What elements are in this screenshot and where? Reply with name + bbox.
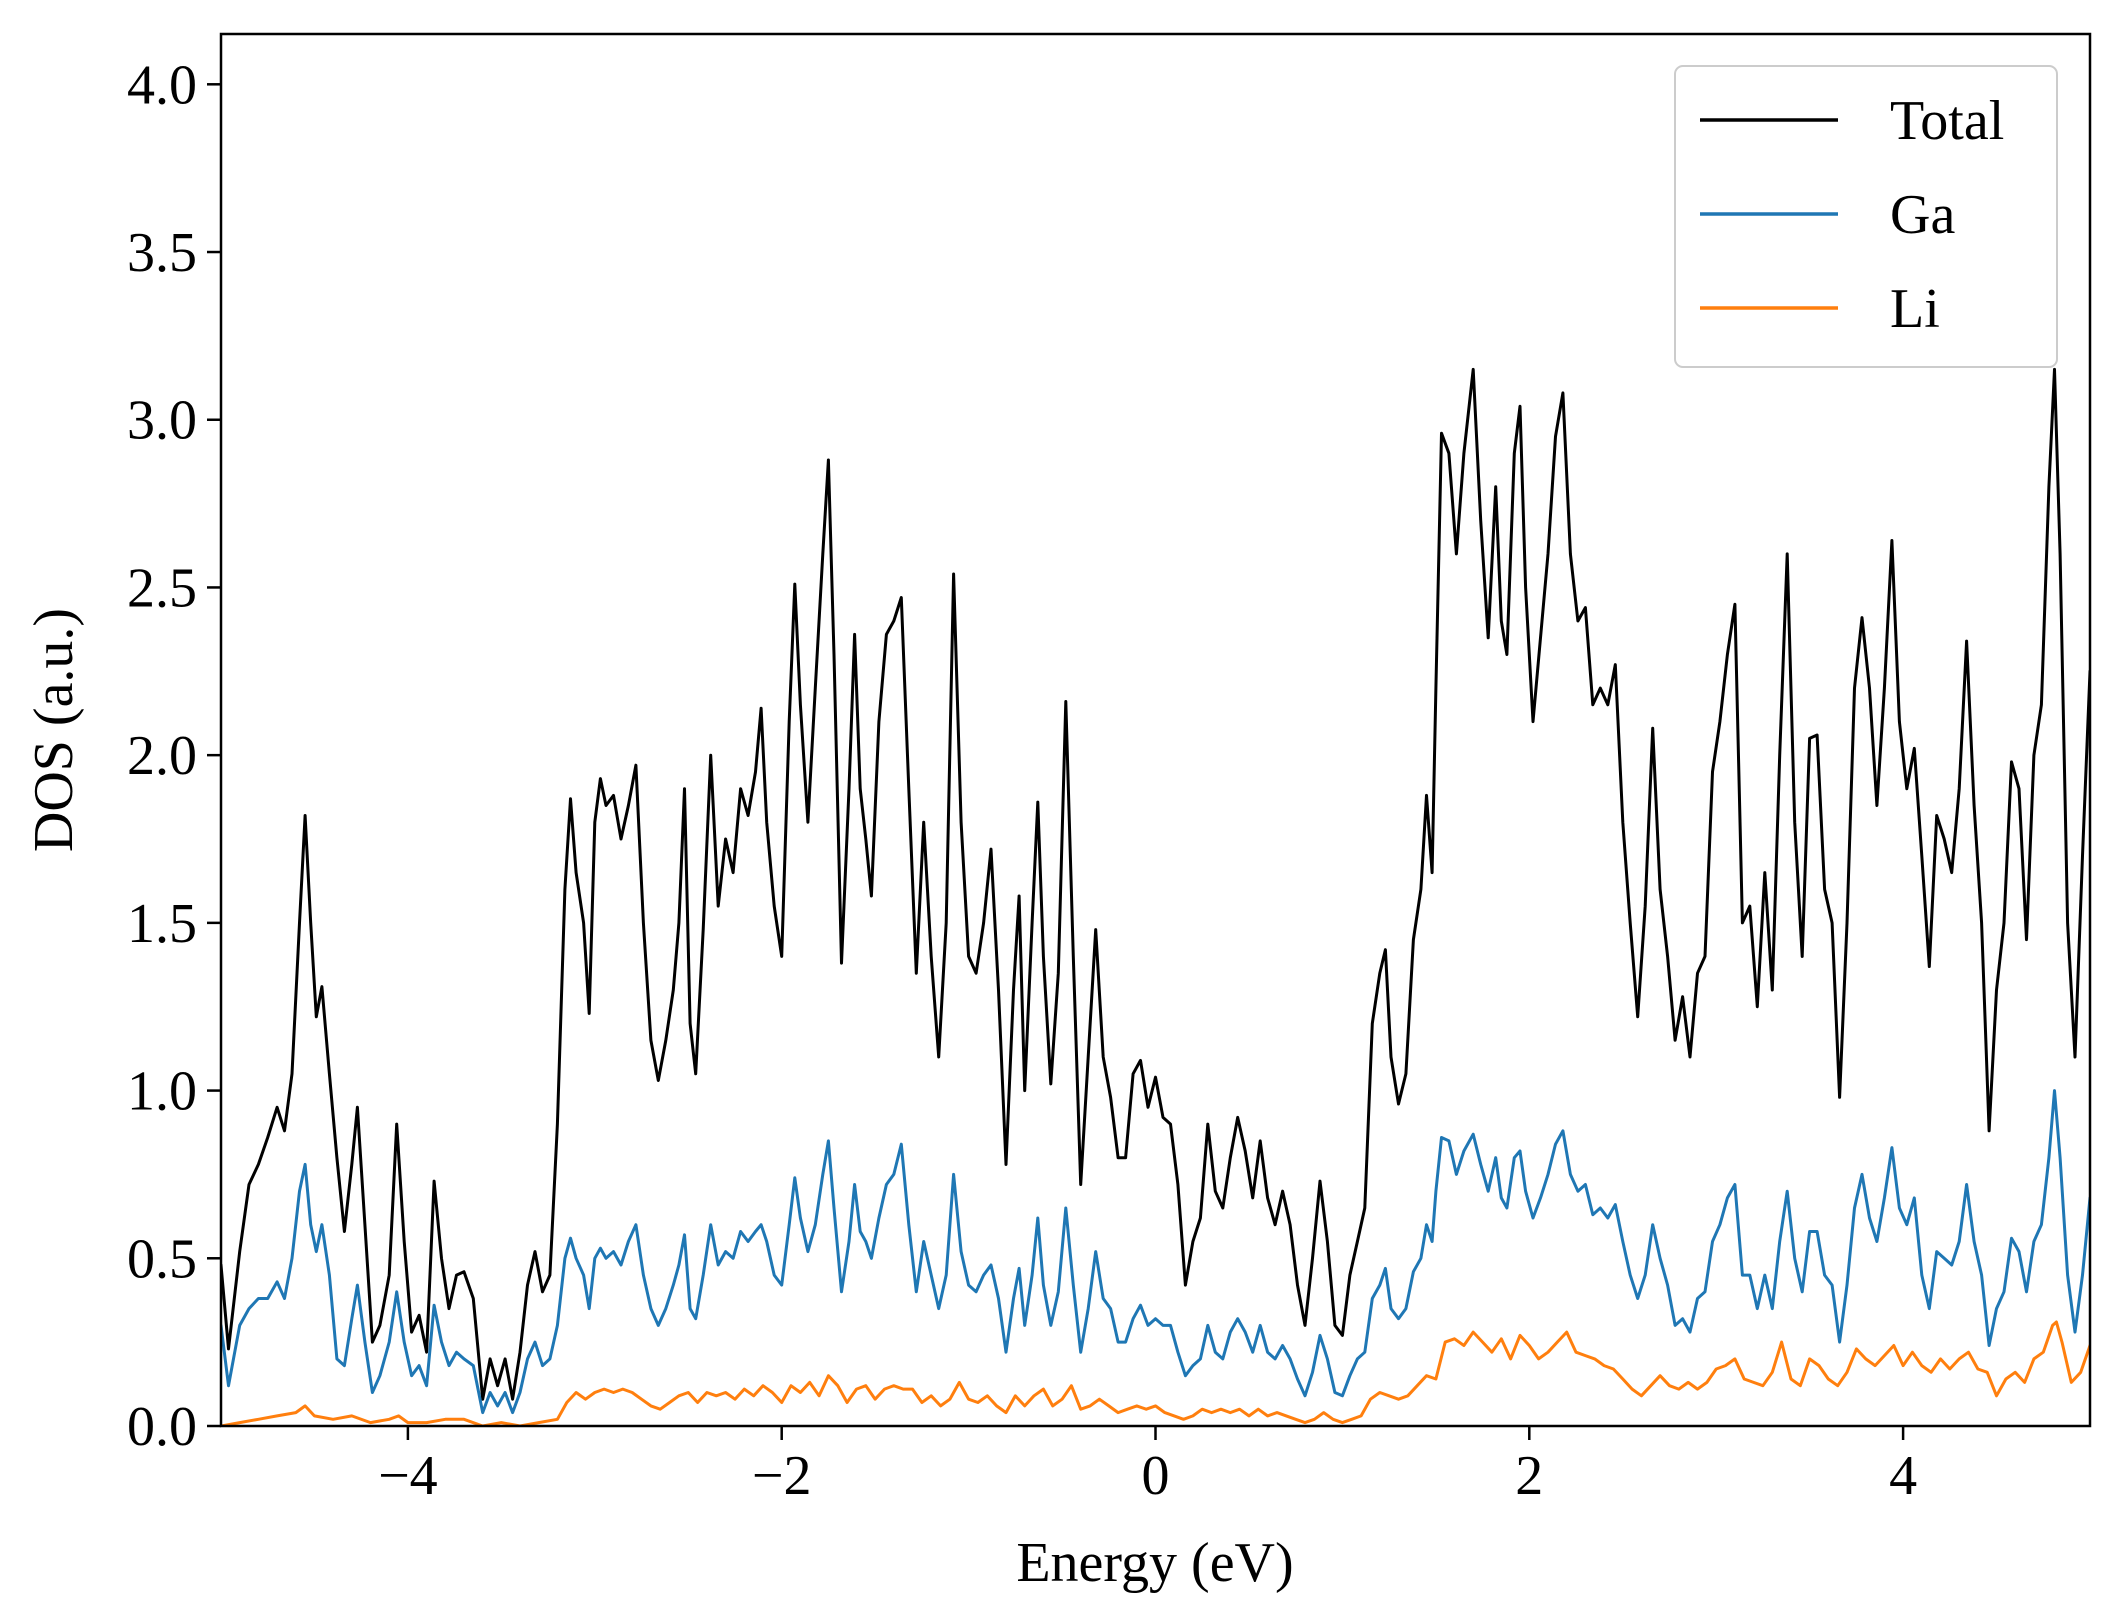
x-axis: −4 −2 0 2 4 [378, 1426, 1917, 1507]
y-tick-label: 1.0 [127, 1061, 197, 1123]
y-tick-label: 0.0 [127, 1396, 197, 1458]
x-tick-label: 2 [1515, 1445, 1543, 1507]
x-tick-label: −2 [752, 1445, 812, 1507]
y-tick-label: 0.5 [127, 1228, 197, 1290]
series-layer [221, 367, 2090, 1426]
y-tick-label: 4.0 [127, 54, 197, 116]
legend-label-ga: Ga [1890, 184, 1955, 246]
y-tick-label: 2.5 [127, 557, 197, 619]
y-tick-label: 3.5 [127, 222, 197, 284]
series-line-total [221, 367, 2090, 1401]
y-tick-label: 3.0 [127, 390, 197, 452]
series-line-li [221, 1320, 2090, 1426]
series-line-ga [221, 1089, 2090, 1415]
y-tick-label: 2.0 [127, 725, 197, 787]
y-axis-label: DOS (a.u.) [23, 608, 85, 852]
legend-label-li: Li [1890, 278, 1940, 340]
legend-box [1674, 65, 2058, 368]
x-tick-label: 4 [1889, 1445, 1917, 1507]
x-tick-label: 0 [1142, 1445, 1170, 1507]
legend-label-total: Total [1890, 90, 2004, 152]
x-axis-label: Energy (eV) [1016, 1532, 1293, 1594]
y-tick-label: 1.5 [127, 893, 197, 955]
y-axis: 0.0 0.5 1.0 1.5 2.0 2.5 3.0 3.5 4.0 [127, 54, 221, 1458]
x-tick-label: −4 [378, 1445, 438, 1507]
legend: Total Ga Li [1674, 65, 2058, 368]
